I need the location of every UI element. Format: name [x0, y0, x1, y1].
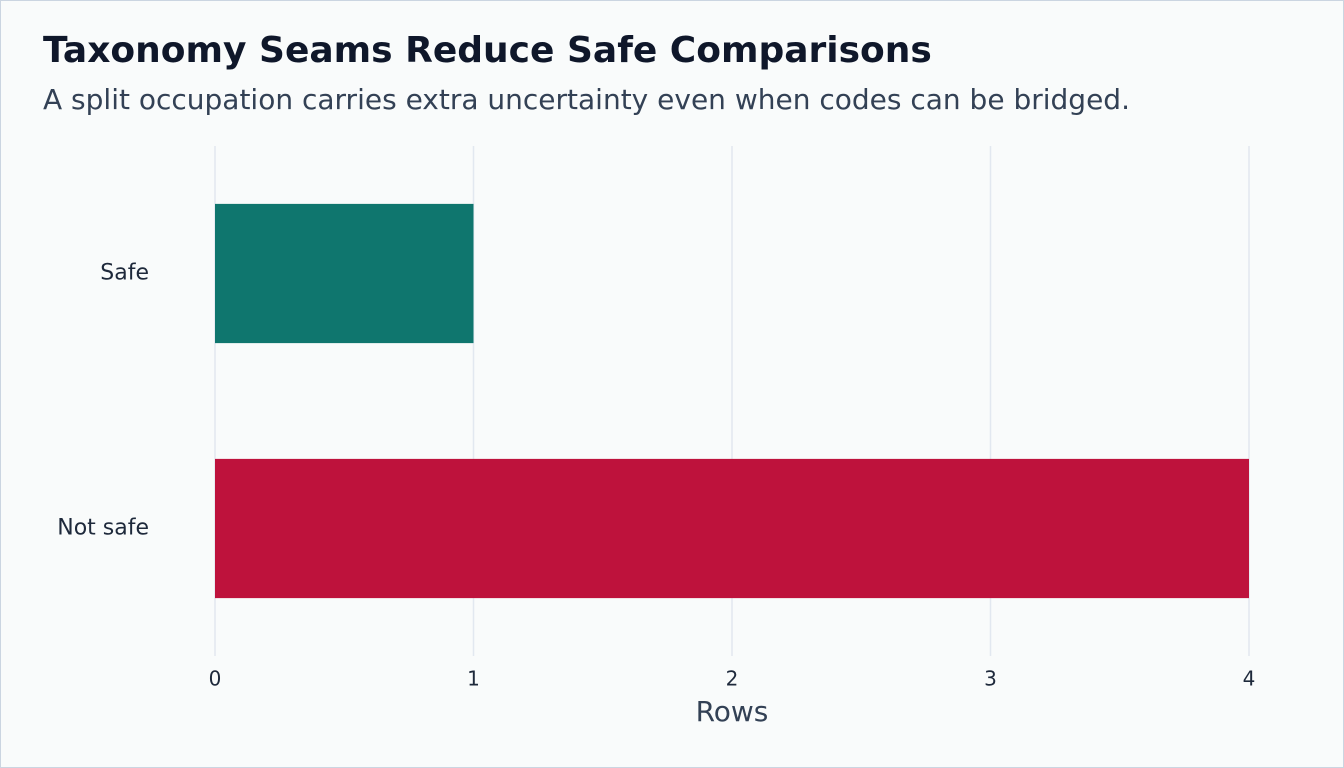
y-tick-label: Not safe	[57, 516, 149, 541]
x-tick-label: 1	[467, 667, 480, 691]
y-tick-label: Safe	[100, 261, 149, 286]
bar	[215, 458, 1249, 599]
x-tick-label: 3	[984, 667, 997, 691]
x-tick-label: 4	[1243, 667, 1256, 691]
chart-subtitle: A split occupation carries extra uncerta…	[43, 83, 1130, 116]
chart-title: Taxonomy Seams Reduce Safe Comparisons	[43, 30, 932, 71]
x-tick-label: 0	[209, 667, 222, 691]
x-tick-label: 2	[726, 667, 739, 691]
bar	[215, 203, 474, 344]
x-axis-label: Rows	[696, 695, 769, 728]
